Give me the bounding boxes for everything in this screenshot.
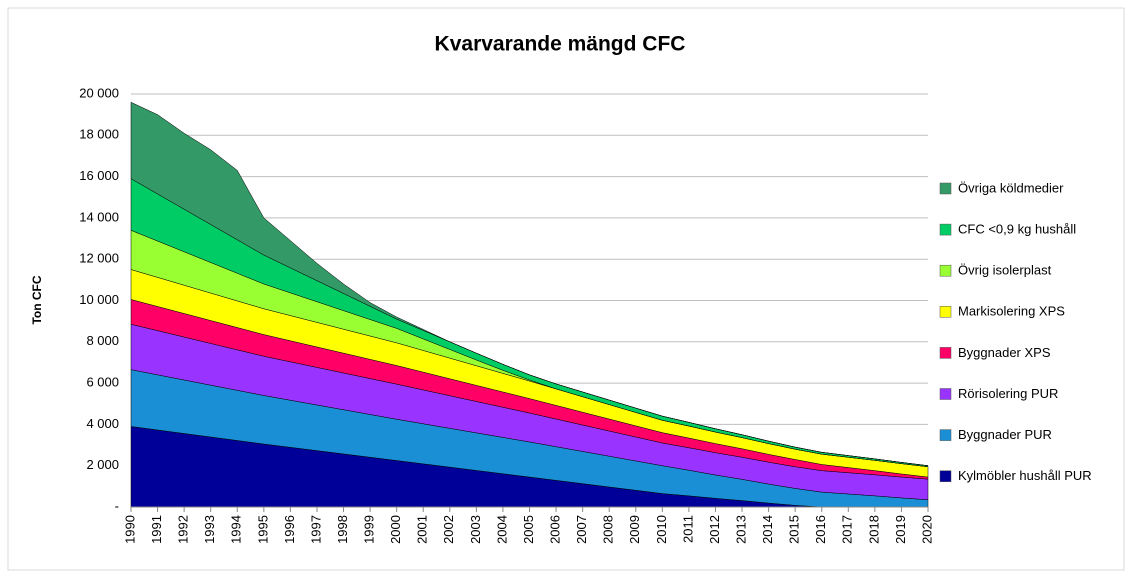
- y-axis-label: Ton CFC: [30, 275, 44, 324]
- legend-label: Rörisolering PUR: [958, 386, 1058, 401]
- x-tick-label: 2004: [494, 515, 509, 544]
- x-tick-label: 2012: [707, 515, 722, 544]
- x-tick-label: 2017: [840, 515, 855, 544]
- x-tick-label: 2009: [627, 515, 642, 544]
- y-tick-label: 18 000: [79, 127, 119, 142]
- y-tick-label: 14 000: [79, 209, 119, 224]
- x-tick-label: 2018: [866, 515, 881, 544]
- x-tick-label: 1993: [202, 515, 217, 544]
- y-tick-label: 4 000: [86, 416, 119, 431]
- legend-swatch: [939, 223, 952, 236]
- y-tick-label: 6 000: [86, 375, 119, 390]
- area: [130, 101, 929, 466]
- legend-swatch: [939, 264, 952, 277]
- x-tick-label: 1998: [335, 515, 350, 544]
- legend-label: Byggnader XPS: [958, 345, 1051, 360]
- legend-swatch: [939, 429, 952, 441]
- y-tick-label: -: [115, 498, 119, 513]
- y-tick-label: 2 000: [86, 457, 119, 472]
- x-tick-label: 1996: [282, 515, 297, 544]
- legend-swatch: [939, 347, 952, 359]
- x-tick-label: 2011: [680, 515, 695, 543]
- legend-swatch: [939, 182, 952, 195]
- x-tick-label: 2006: [548, 515, 563, 544]
- x-tick-label: 1991: [149, 515, 164, 544]
- x-tick-label: 1995: [255, 515, 270, 544]
- legend-label: CFC <0,9 kg hushåll: [958, 222, 1076, 237]
- y-tick-label: 8 000: [86, 333, 119, 348]
- x-tick-label: 2008: [601, 515, 616, 544]
- x-tick-label: 2019: [893, 515, 908, 544]
- legend-label: Markisolering XPS: [958, 304, 1065, 319]
- legend-swatch: [939, 470, 952, 482]
- x-tick-label: 2010: [654, 515, 669, 544]
- legend-label: Kylmöbler hushåll PUR: [958, 468, 1092, 483]
- legend-label: Byggnader PUR: [958, 427, 1052, 442]
- x-tick-label: 2014: [760, 515, 775, 544]
- x-tick-label: 1994: [229, 515, 244, 544]
- x-tick-label: 2013: [733, 515, 748, 544]
- x-tick-label: 2007: [574, 515, 589, 544]
- legend-swatch: [939, 388, 952, 400]
- x-tick-label: 2001: [415, 515, 430, 544]
- y-tick-label: 16 000: [79, 168, 119, 183]
- x-tick-label: 1999: [362, 515, 377, 544]
- x-tick-label: 1992: [176, 515, 191, 544]
- legend-label: Övriga köldmedier: [958, 180, 1064, 195]
- x-tick-label: 2005: [521, 515, 536, 544]
- x-tick-label: 2015: [787, 515, 802, 544]
- y-tick-label: 12 000: [79, 251, 119, 266]
- x-tick-label: 1990: [122, 515, 137, 544]
- x-tick-label: 2002: [441, 515, 456, 544]
- x-tick-label: 2003: [468, 515, 483, 544]
- x-tick-label: 2016: [813, 515, 828, 544]
- x-tick-label: 2020: [919, 515, 934, 544]
- legend-label: Övrig isolerplast: [958, 263, 1052, 278]
- y-tick-label: 10 000: [79, 292, 119, 307]
- chart-title: Kvarvarande mängd CFC: [435, 33, 686, 56]
- x-tick-label: 1997: [308, 515, 323, 544]
- legend-swatch: [939, 306, 952, 318]
- y-tick-label: 20 000: [79, 85, 119, 100]
- x-tick-label: 2000: [388, 515, 403, 544]
